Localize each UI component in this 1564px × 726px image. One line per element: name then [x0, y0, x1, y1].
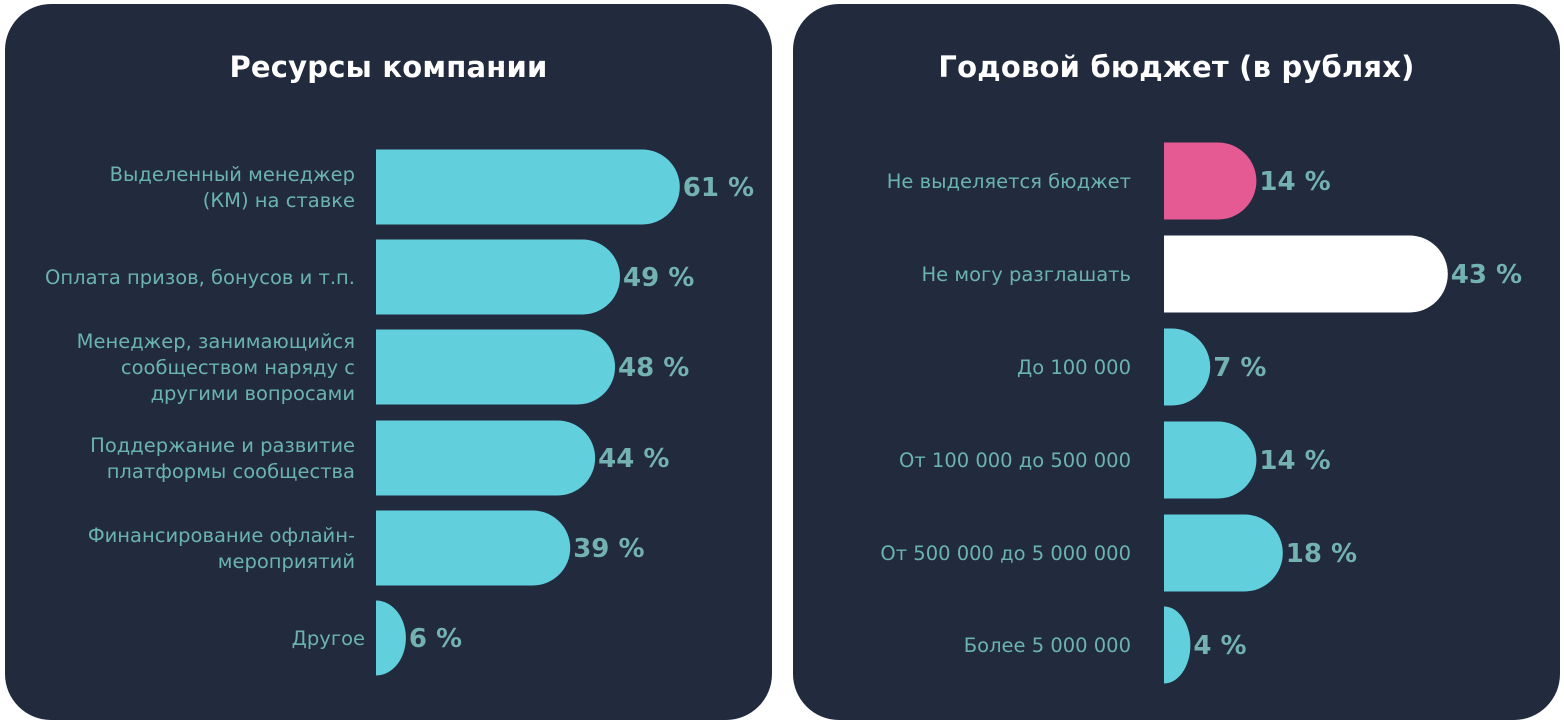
category-label-1-2: До 100 000 [1017, 356, 1131, 379]
budget-chart-panel: Годовой бюджет (в рублях) 14 % Не выделяе… [793, 4, 1560, 720]
value-label-0-0: 61 % [683, 173, 754, 203]
bar-1-1 [1164, 235, 1448, 313]
resources-chart-title: Ресурсы компании [229, 50, 548, 84]
resources-chart-panel: Ресурсы компании 61 % Выделенный менеджер… [5, 4, 772, 720]
category-label-1-1: Не могу разглашать [922, 263, 1131, 286]
value-label-0-1: 49 % [623, 263, 694, 293]
value-label-0-3: 44 % [598, 444, 669, 474]
category-label-0-2: Менеджер, занимающийся сообществом наряду… [77, 330, 355, 405]
category-label-0-1: Оплата призов, бонусов и т.п. [45, 266, 355, 289]
bar-1-0 [1164, 142, 1257, 220]
category-label-0-3: Поддержание и развитие платформы сообщест… [90, 434, 355, 483]
bar-0-1 [376, 239, 620, 315]
category-label-1-5: Более 5 000 000 [964, 634, 1131, 657]
budget-bar-chart: 14 % Не выделяется бюджет 43 % Не могу разг… [880, 142, 1522, 684]
bar-1-2 [1164, 328, 1211, 406]
bar-0-3 [376, 420, 596, 496]
value-label-1-4: 18 % [1286, 539, 1357, 569]
category-label-0-4: Финансирование офлайн-мероприятий [88, 524, 355, 573]
value-label-1-2: 7 % [1213, 353, 1266, 383]
value-label-0-2: 48 % [618, 353, 689, 383]
bar-1-3 [1164, 421, 1257, 499]
resources-bar-chart: 61 % Выделенный менеджер (КМ) на ставке 49 … [45, 149, 754, 676]
category-label-1-0: Не выделяется бюджет [887, 170, 1131, 193]
budget-chart-title: Годовой бюджет (в рублях) [938, 50, 1415, 84]
value-label-1-1: 43 % [1451, 260, 1522, 290]
value-label-0-5: 6 % [409, 624, 462, 654]
value-label-1-5: 4 % [1193, 631, 1246, 661]
bar-0-4 [376, 510, 571, 586]
category-label-0-5: Другое [292, 627, 365, 650]
bar-1-5 [1164, 606, 1191, 684]
bar-0-5 [376, 600, 406, 676]
value-label-0-4: 39 % [573, 534, 644, 564]
category-label-1-4: От 500 000 до 5 000 000 [880, 542, 1131, 565]
bar-0-2 [376, 329, 616, 405]
value-label-1-0: 14 % [1259, 167, 1330, 197]
category-label-0-0: Выделенный менеджер (КМ) на ставке [110, 163, 355, 212]
value-label-1-3: 14 % [1259, 446, 1330, 476]
bar-1-4 [1164, 514, 1283, 592]
category-label-1-3: От 100 000 до 500 000 [899, 449, 1131, 472]
bar-0-0 [376, 149, 680, 225]
